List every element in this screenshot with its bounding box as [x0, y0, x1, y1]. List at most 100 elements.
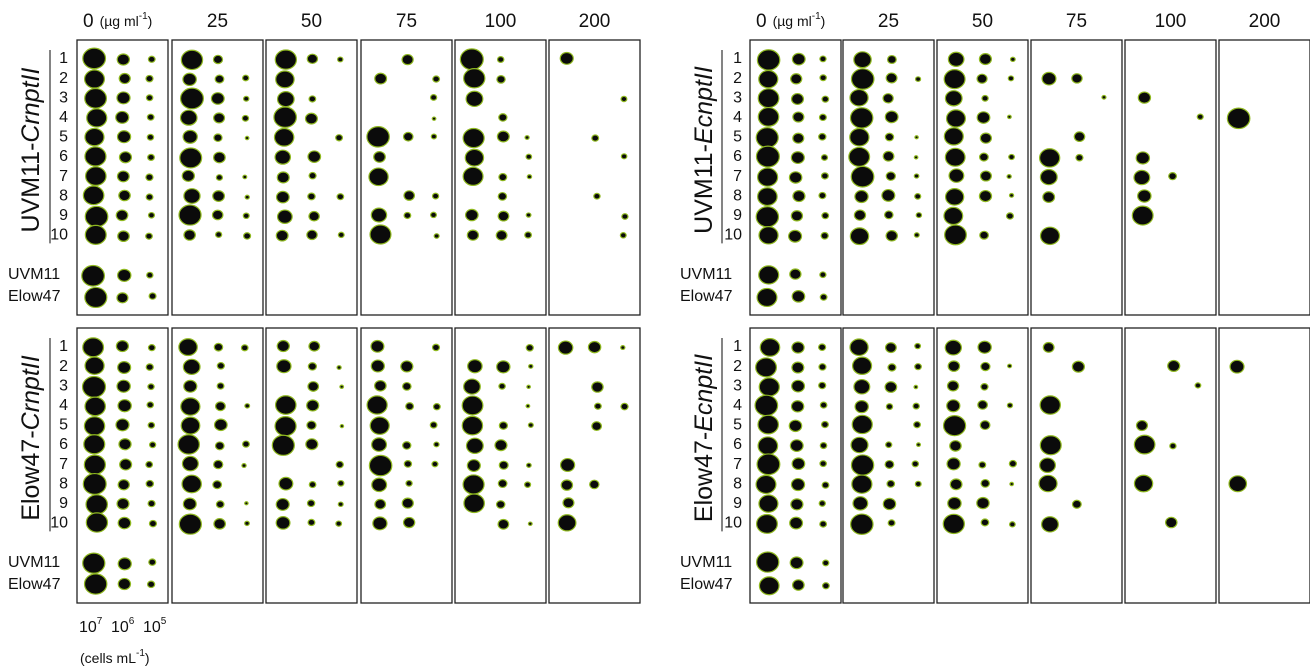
colony-spot [757, 514, 778, 533]
colony-spot [216, 501, 224, 508]
row-label: 5 [733, 129, 742, 146]
colony-spot [309, 172, 316, 178]
colony-spot [497, 76, 505, 83]
colony-spot [819, 133, 826, 140]
row-label: 2 [59, 70, 68, 87]
colony-spot [214, 152, 226, 163]
colony-spot [759, 227, 778, 244]
colony-spot [914, 422, 921, 428]
colony-spot [758, 188, 777, 206]
row-label: 8 [733, 475, 742, 492]
colony-spot [496, 230, 507, 240]
colony-spot [528, 522, 532, 525]
colony-spot [588, 342, 600, 353]
colony-spot [499, 461, 508, 469]
colony-spot [822, 482, 829, 488]
colony-spot [85, 225, 106, 244]
colony-spot [404, 461, 411, 468]
colony-spot [118, 362, 131, 374]
colony-spot [977, 112, 990, 123]
colony-spot [529, 364, 533, 368]
colony-spot [759, 266, 779, 284]
colony-spot [758, 108, 779, 127]
colony-spot [308, 382, 319, 392]
colony-spot [1008, 76, 1013, 81]
unit-close: ) [145, 650, 150, 666]
colony-spot [1040, 396, 1060, 414]
dilution-exponent: 5 [161, 616, 167, 627]
colony-spot [308, 519, 315, 525]
colony-spot [888, 56, 897, 64]
colony-spot [183, 130, 197, 143]
colony-spot [945, 91, 962, 106]
strain-label: Elow47-EcnptII [690, 354, 718, 522]
colony-spot [948, 361, 959, 371]
colony-spot [948, 497, 961, 509]
colony-spot [757, 50, 779, 70]
colony-spot [1007, 175, 1011, 179]
colony-spot [182, 475, 201, 493]
colony-spot [84, 417, 104, 435]
colony-spot [402, 55, 413, 65]
colony-spot [820, 521, 827, 527]
colony-spot [592, 422, 602, 431]
colony-spot [309, 482, 316, 488]
colony-spot [148, 213, 154, 218]
colony-spot [526, 404, 530, 407]
colony-spot [981, 362, 990, 370]
gene-name: CrnptII [17, 355, 45, 430]
row-label: 4 [59, 109, 68, 126]
colony-spot [117, 131, 130, 143]
colony-spot [791, 499, 803, 510]
concentration-label: 50 [301, 11, 322, 32]
colony-spot [243, 175, 247, 178]
colony-spot [242, 115, 248, 121]
row-label: 7 [733, 168, 742, 185]
row-label: 7 [733, 456, 742, 473]
concentration-label: 100 [1155, 11, 1187, 32]
colony-spot [852, 415, 872, 433]
row-label: 2 [59, 358, 68, 375]
colony-spot [276, 517, 290, 530]
colony-spot [148, 345, 155, 351]
colony-spot [213, 191, 225, 202]
colony-spot [758, 89, 779, 108]
colony-spot [86, 495, 107, 514]
colony-spot [86, 513, 107, 532]
colony-spot [916, 213, 921, 218]
colony-spot [499, 174, 507, 181]
colony-spot [85, 147, 106, 166]
row-label: 1 [59, 338, 68, 355]
row-label: 3 [733, 377, 742, 394]
colony-spot [404, 212, 411, 218]
colony-spot [982, 95, 988, 101]
colony-spot [944, 416, 966, 436]
colony-spot [243, 213, 249, 218]
colony-spot [432, 193, 438, 199]
colony-spot [885, 382, 897, 393]
colony-spot [1197, 114, 1203, 119]
colony-spot [463, 167, 483, 185]
colony-spot [527, 463, 532, 467]
colony-spot [915, 481, 921, 486]
colony-spot [214, 113, 225, 123]
colony-spot [560, 52, 573, 64]
unit: (cells mL [80, 650, 136, 666]
colony-spot [309, 341, 320, 351]
colony-spot [885, 461, 894, 469]
colony-spot [1136, 152, 1149, 164]
colony-spot [792, 362, 804, 373]
colony-spot [272, 435, 294, 455]
colony-spot [1170, 443, 1176, 449]
colony-spot [150, 442, 156, 448]
colony-spot [821, 233, 828, 239]
colony-spot [82, 265, 105, 286]
colony-spot [116, 210, 128, 221]
colony-spot [851, 514, 873, 534]
gene-name: CrnptII [17, 68, 45, 143]
colony-spot [849, 147, 870, 166]
colony-spot [83, 48, 106, 69]
colony-spot [1043, 192, 1055, 203]
colony-spot [1039, 475, 1057, 491]
colony-spot [977, 74, 987, 83]
